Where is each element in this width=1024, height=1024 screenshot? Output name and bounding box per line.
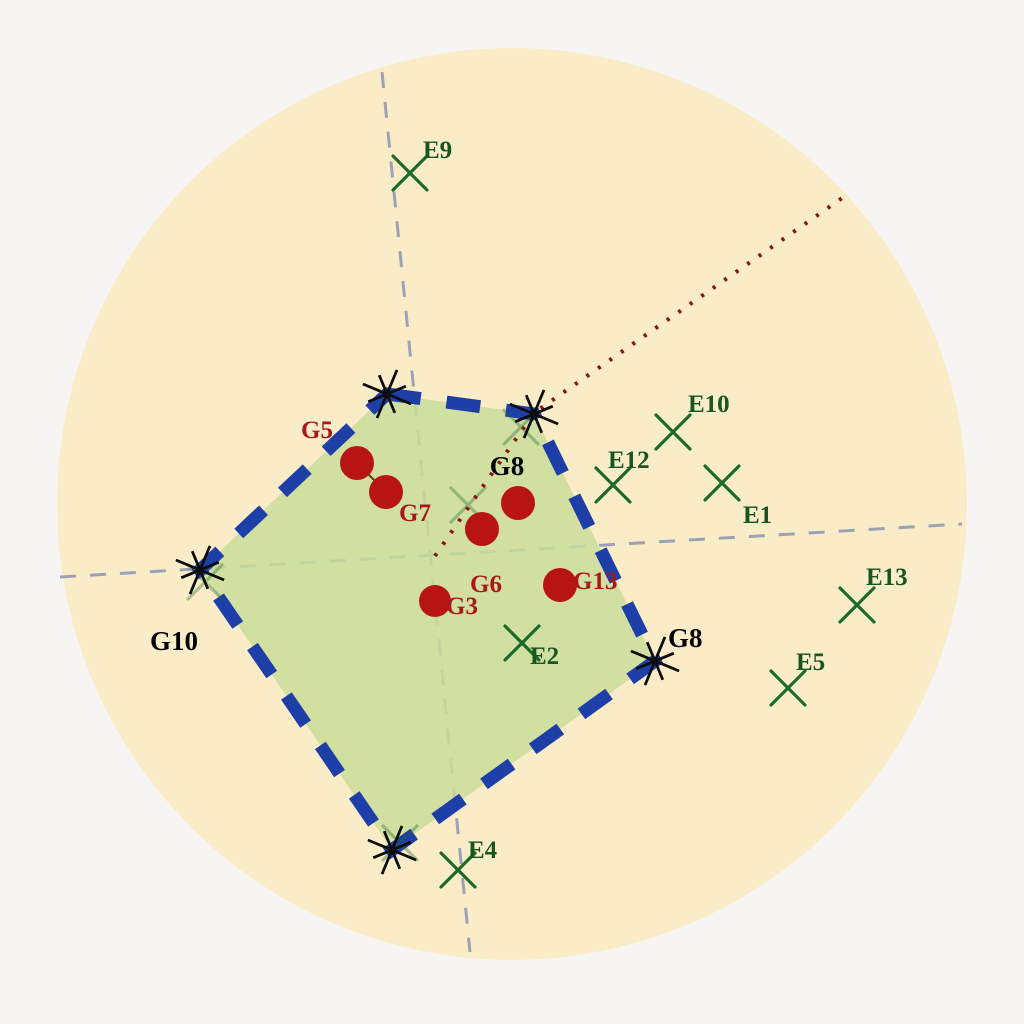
event-marker-e13[interactable] xyxy=(838,586,876,624)
vertex-label-g8: G8 xyxy=(668,623,703,653)
vertex-bottom[interactable] xyxy=(367,825,417,875)
star-core xyxy=(382,389,392,399)
event-marker-e9[interactable] xyxy=(391,154,429,192)
event-marker-e12[interactable] xyxy=(594,466,632,504)
goal-label-g8-interior: G8 xyxy=(490,451,525,481)
vertex-left-g10[interactable] xyxy=(175,545,225,595)
x-cross-icon xyxy=(449,486,487,524)
cluster-region[interactable] xyxy=(191,387,664,860)
star-core xyxy=(195,565,205,575)
goal-label-g5: G5 xyxy=(301,417,333,444)
event-marker-e5[interactable] xyxy=(769,669,807,707)
vertex-top-right[interactable] xyxy=(509,389,559,439)
event-label-e10: E10 xyxy=(688,391,730,418)
event-label-e12: E12 xyxy=(608,447,650,474)
x-cross-icon xyxy=(439,851,477,889)
x-cross-icon xyxy=(503,624,541,662)
vertex-label-g10: G10 xyxy=(150,626,198,656)
goal-marker-layer[interactable] xyxy=(340,446,577,617)
event-marker-e2[interactable] xyxy=(503,624,541,662)
route-path-layer xyxy=(433,194,847,558)
x-cross-icon xyxy=(703,464,741,502)
star-core xyxy=(529,409,539,419)
x-cross-icon xyxy=(594,466,632,504)
event-label-e9: E9 xyxy=(423,137,452,164)
event-marker-e10[interactable] xyxy=(654,413,692,451)
goal-marker-g8b[interactable] xyxy=(465,512,499,546)
x-cross-icon xyxy=(838,586,876,624)
event-label-e4: E4 xyxy=(468,837,498,864)
event-label-e1: E1 xyxy=(743,502,772,529)
x-cross-icon xyxy=(654,413,692,451)
star-core xyxy=(650,656,660,666)
goal-label-g13: G13 xyxy=(573,568,617,595)
goal-label-g6: G6 xyxy=(470,571,502,598)
event-marker-e4[interactable] xyxy=(439,851,477,889)
vertex-top-left[interactable] xyxy=(362,369,412,419)
x-cross-icon xyxy=(502,408,540,446)
event-marker-e1[interactable] xyxy=(703,464,741,502)
event-marker-layer[interactable] xyxy=(186,154,876,889)
goal-marker-g8c[interactable] xyxy=(501,486,535,520)
goal-marker-g5[interactable] xyxy=(340,446,374,480)
vertex-right-g8[interactable] xyxy=(630,636,680,686)
goal-label-g3: G3 xyxy=(446,593,478,620)
event-label-e13: E13 xyxy=(866,564,908,591)
star-core xyxy=(387,845,397,855)
event-label-e5: E5 xyxy=(796,649,825,676)
event-marker-e-hidden-3[interactable] xyxy=(381,824,419,862)
x-cross-icon xyxy=(381,824,419,862)
x-cross-icon xyxy=(381,824,419,862)
x-cross-icon xyxy=(769,669,807,707)
cluster-polygon-layer[interactable] xyxy=(191,387,664,860)
goal-label-g7: G7 xyxy=(399,500,431,527)
goal-marker-g7[interactable] xyxy=(369,475,403,509)
route-path xyxy=(433,194,847,558)
goal-marker-g3[interactable] xyxy=(419,585,451,617)
vertex-marker-layer[interactable] xyxy=(175,369,680,875)
x-cross-icon xyxy=(391,154,429,192)
event-label-e2: E2 xyxy=(530,643,559,670)
goal-marker-g13[interactable] xyxy=(543,568,577,602)
